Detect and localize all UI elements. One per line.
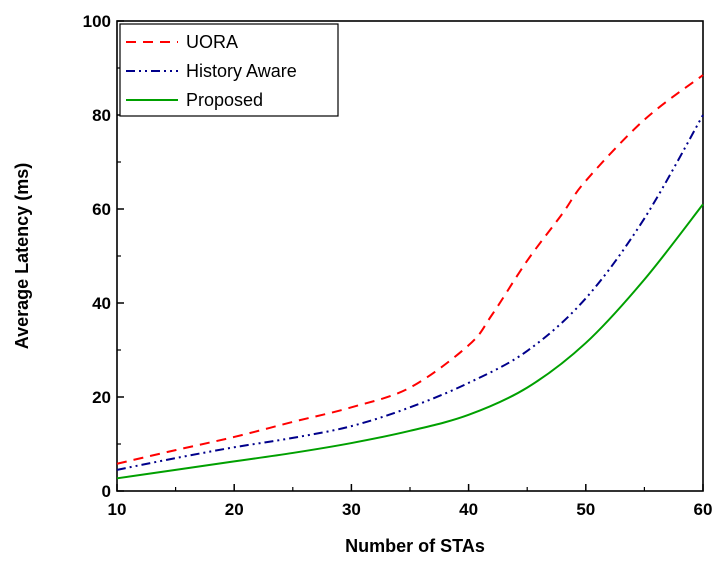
legend: UORA History Aware Proposed [119,23,339,117]
x-tick-label: 10 [108,500,127,519]
y-tick-label: 20 [92,388,111,407]
y-tick-label: 80 [92,106,111,125]
y-axis-title: Average Latency (ms) [12,163,32,349]
x-tick-label: 40 [459,500,478,519]
y-tick-label: 40 [92,294,111,313]
x-axis-title: Number of STAs [345,536,485,556]
x-tick-label: 60 [694,500,713,519]
y-tick-label: 100 [83,12,111,31]
series-line-proposed [116,203,704,480]
legend-label-proposed: Proposed [186,90,263,110]
x-tick-label: 20 [225,500,244,519]
legend-label-history-aware: History Aware [186,61,297,81]
legend-label-uora: UORA [186,32,238,52]
axes: 10 20 30 40 50 60 0 20 40 60 80 100 [83,12,713,519]
series-line-history-aware [116,114,704,471]
series-layer [116,74,704,480]
y-tick-label: 60 [92,200,111,219]
x-tick-label: 50 [576,500,595,519]
y-tick-label: 0 [102,482,111,501]
x-tick-label: 30 [342,500,361,519]
series-line-uora [116,74,704,465]
